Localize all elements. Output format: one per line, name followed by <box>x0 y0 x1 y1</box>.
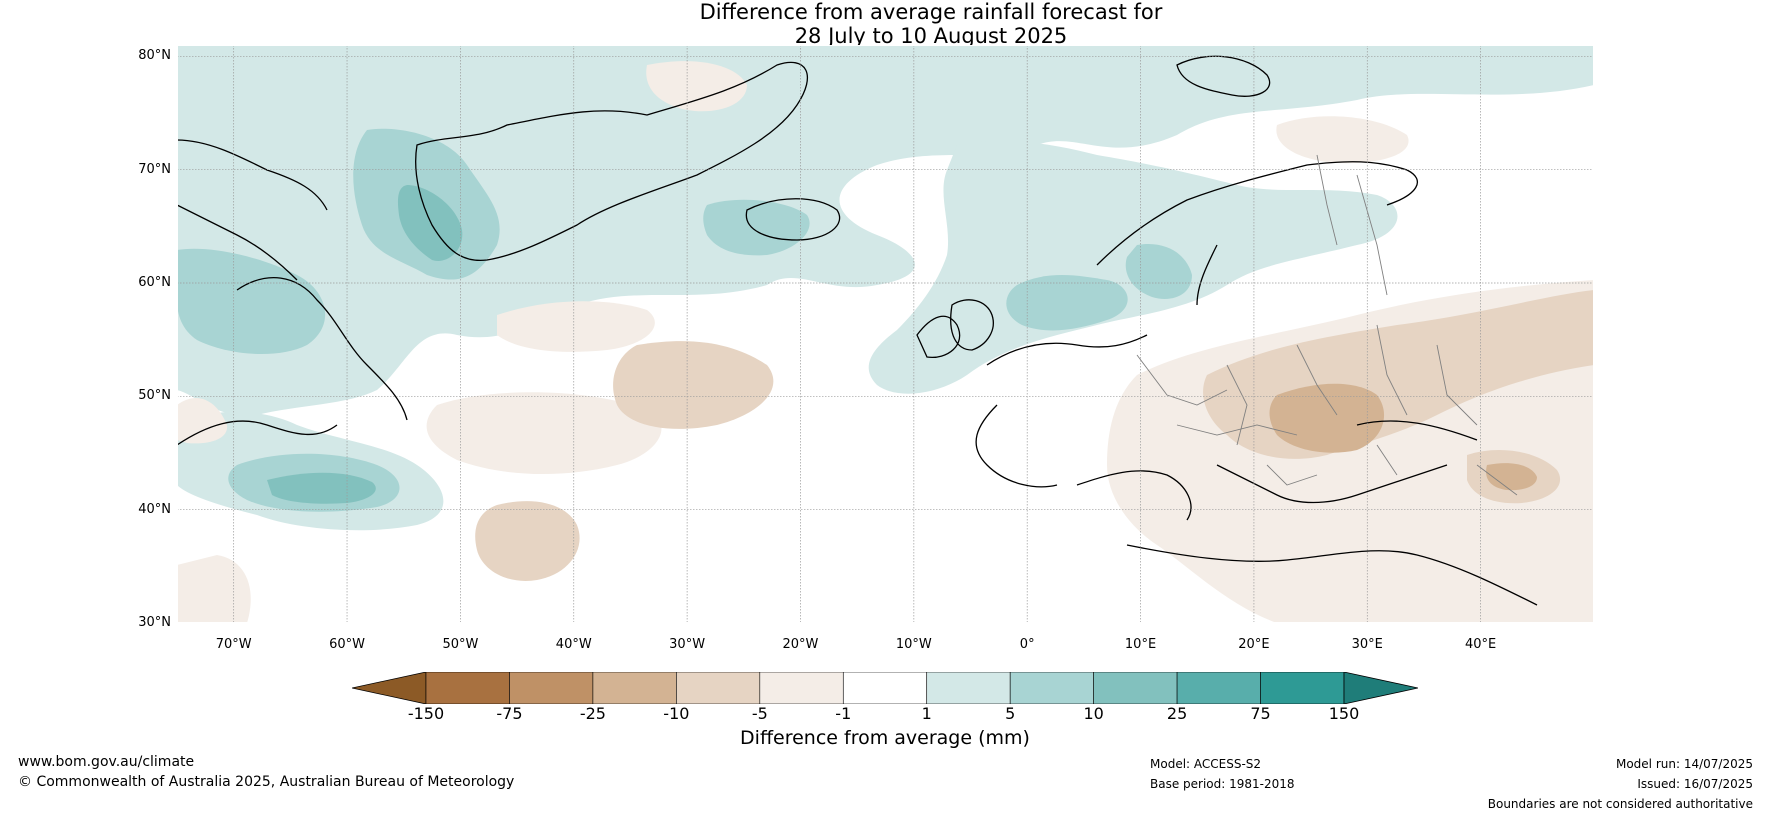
colorbar-tick-label: -150 <box>407 704 445 723</box>
colorbar-tick-label: 10 <box>1083 704 1104 723</box>
longitude-label: 20°E <box>1238 637 1270 652</box>
colorbar-bin <box>1260 671 1345 705</box>
colorbar-tick-label: -25 <box>579 704 606 723</box>
longitude-label: 30°E <box>1351 637 1383 652</box>
colorbar <box>351 671 1419 705</box>
latitude-label: 30°N <box>138 615 171 630</box>
colorbar-bin <box>592 671 677 705</box>
copyright-text: © Commonwealth of Australia 2025, Austra… <box>18 774 515 790</box>
latitude-label: 70°N <box>138 161 171 177</box>
issued-text: Issued: 16/07/2025 <box>1637 777 1753 791</box>
colorbar-bin <box>425 671 510 705</box>
colorbar-bin <box>676 671 761 705</box>
colorbar-bin <box>842 671 928 705</box>
colorbar-tick-label: 25 <box>1166 704 1188 723</box>
colorbar-under-arrow <box>351 671 427 705</box>
graticule <box>177 45 1594 623</box>
disclaimer-text: Boundaries are not considered authoritat… <box>1487 797 1753 811</box>
colorbar-tick-label: -75 <box>496 704 523 723</box>
map-canvas <box>177 45 1594 623</box>
colorbar-bin <box>1176 671 1261 705</box>
colorbar-canvas <box>351 671 1419 705</box>
colorbar-tick-label: -10 <box>663 704 690 723</box>
country-borders <box>1136 154 1518 496</box>
colorbar-bin <box>509 671 594 705</box>
colorbar-tick-label: 150 <box>1328 704 1360 723</box>
colorbar-over-arrow <box>1343 671 1419 705</box>
map-title: Difference from average rainfall forecas… <box>0 0 1770 48</box>
longitude-label: 30°W <box>669 637 706 652</box>
anomaly-shading <box>177 45 1594 623</box>
longitude-label: 0° <box>1019 637 1035 652</box>
longitude-label: 60°W <box>329 637 365 652</box>
longitude-label: 40°E <box>1464 637 1497 652</box>
latitude-label: 50°N <box>138 388 171 404</box>
model-run-text: Model run: 14/07/2025 <box>1615 757 1753 771</box>
colorbar-bin <box>1009 671 1094 705</box>
longitude-label: 10°E <box>1124 637 1157 652</box>
longitude-label: 20°W <box>782 637 819 652</box>
colorbar-tick-label: 1 <box>921 704 932 723</box>
title-line-1: Difference from average rainfall forecas… <box>699 0 1163 24</box>
colorbar-tick-label: -1 <box>835 704 852 723</box>
colorbar-bin <box>759 671 844 705</box>
colorbar-bin <box>1093 671 1178 705</box>
colorbar-tick-label: 5 <box>1005 704 1016 723</box>
longitude-label: 10°W <box>895 637 932 652</box>
latitude-label: 40°N <box>138 501 171 517</box>
model-text: Model: ACCESS-S2 <box>1150 757 1262 771</box>
map-frame <box>177 45 1594 623</box>
colorbar-bin <box>926 671 1011 705</box>
website-link[interactable]: www.bom.gov.au/climate <box>18 754 195 770</box>
title-line-2: 28 July to 10 August 2025 <box>794 24 1068 48</box>
coastlines <box>177 55 1538 606</box>
longitude-label: 50°W <box>442 637 479 652</box>
colorbar-tick-label: -5 <box>751 704 768 723</box>
longitude-label: 70°W <box>215 637 252 652</box>
latitude-label: 80°N <box>138 48 171 64</box>
colorbar-tick-label: 75 <box>1250 704 1271 723</box>
colorbar-label: Difference from average (mm) <box>740 727 1030 749</box>
base-period-text: Base period: 1981-2018 <box>1150 777 1295 791</box>
rainfall-map <box>177 45 1594 623</box>
longitude-label: 40°W <box>555 637 592 652</box>
latitude-label: 60°N <box>138 275 171 290</box>
